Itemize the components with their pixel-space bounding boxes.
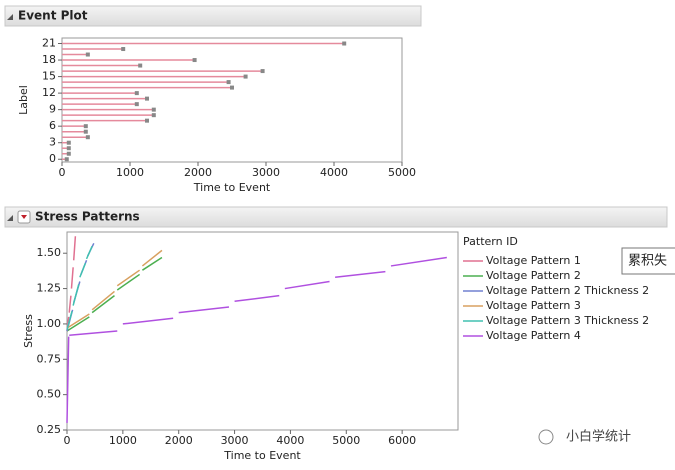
series-line (66, 249, 163, 329)
y-tick-label: 21 (42, 37, 56, 50)
y-tick-label: 3 (49, 136, 56, 149)
y-tick-label: 1.00 (37, 317, 62, 330)
panel-header[interactable] (4, 206, 668, 228)
series-line (66, 245, 93, 330)
x-tick-label: 5000 (388, 166, 416, 179)
legend-label: Voltage Pattern 3 Thickness 2 (486, 314, 649, 327)
event-marker (83, 124, 88, 129)
legend-title: Pattern ID (463, 235, 518, 248)
series-line (66, 256, 447, 423)
event-marker (134, 102, 139, 107)
watermark-icon (538, 429, 554, 445)
event-marker (192, 58, 197, 63)
y-tick-label: 9 (49, 103, 56, 116)
x-axis-label: Time to Event (193, 181, 271, 194)
tooltip (621, 247, 675, 275)
event-marker (145, 96, 149, 101)
x-tick-label: 4000 (320, 166, 348, 179)
y-tick-label: 6 (49, 119, 56, 132)
series-line (66, 256, 163, 332)
event-marker (260, 69, 265, 74)
x-tick-label: 2000 (165, 434, 193, 447)
event-marker (151, 107, 156, 112)
event-marker (64, 157, 69, 162)
legend-label: Voltage Pattern 2 (486, 269, 581, 282)
legend-label: Voltage Pattern 1 (486, 254, 581, 267)
panel-header[interactable] (4, 5, 422, 27)
event-marker (66, 146, 71, 151)
y-tick-label: 12 (42, 86, 56, 99)
y-axis-label: Label (17, 85, 30, 115)
x-tick-label: 6000 (388, 434, 416, 447)
collapse-icon[interactable] (7, 215, 13, 221)
x-tick-label: 2000 (184, 166, 212, 179)
event-marker (121, 47, 126, 52)
legend-label: Voltage Pattern 4 (486, 329, 581, 342)
menu-arrow (21, 215, 27, 219)
panel-title: Event Plot (18, 9, 88, 23)
event-marker (85, 52, 90, 57)
watermark: 小白学统计 (566, 429, 631, 445)
x-tick-label: 4000 (276, 434, 304, 447)
x-tick-label: 3000 (221, 434, 249, 447)
legend-label: Voltage Pattern 3 (486, 299, 581, 312)
y-tick-label: 1.50 (37, 246, 62, 259)
y-tick-label: 1.25 (37, 282, 62, 295)
event-marker (66, 151, 71, 156)
x-tick-label: 0 (64, 434, 71, 447)
x-tick-label: 1000 (116, 166, 144, 179)
event-marker (151, 113, 156, 118)
plot-frame (66, 231, 459, 431)
y-tick-label: 18 (42, 53, 56, 66)
event-marker (226, 80, 231, 85)
plot-frame (61, 37, 403, 163)
tooltip-text: 累积失 (628, 254, 667, 269)
event-marker (145, 118, 149, 123)
x-tick-label: 0 (59, 166, 66, 179)
x-tick-label: 1000 (109, 434, 137, 447)
event-marker (66, 140, 71, 145)
event-marker (83, 129, 88, 134)
event-marker (342, 41, 347, 46)
event-marker (134, 91, 139, 96)
event-marker (85, 135, 90, 140)
legend-label: Voltage Pattern 2 Thickness 2 (486, 284, 649, 297)
y-tick-label: 0.75 (37, 352, 62, 365)
x-tick-label: 5000 (332, 434, 360, 447)
event-marker (138, 63, 143, 68)
event-marker (243, 74, 248, 79)
y-tick-label: 15 (42, 70, 56, 83)
y-tick-label: 0.25 (37, 423, 62, 436)
event-marker (230, 85, 234, 90)
y-axis-label: Stress (22, 314, 35, 348)
y-tick-label: 0.50 (37, 388, 62, 401)
collapse-icon[interactable] (7, 14, 13, 20)
y-tick-label: 0 (49, 152, 56, 165)
x-tick-label: 3000 (252, 166, 280, 179)
x-axis-label: Time to Event (223, 449, 301, 462)
panel-title: Stress Patterns (35, 210, 140, 224)
